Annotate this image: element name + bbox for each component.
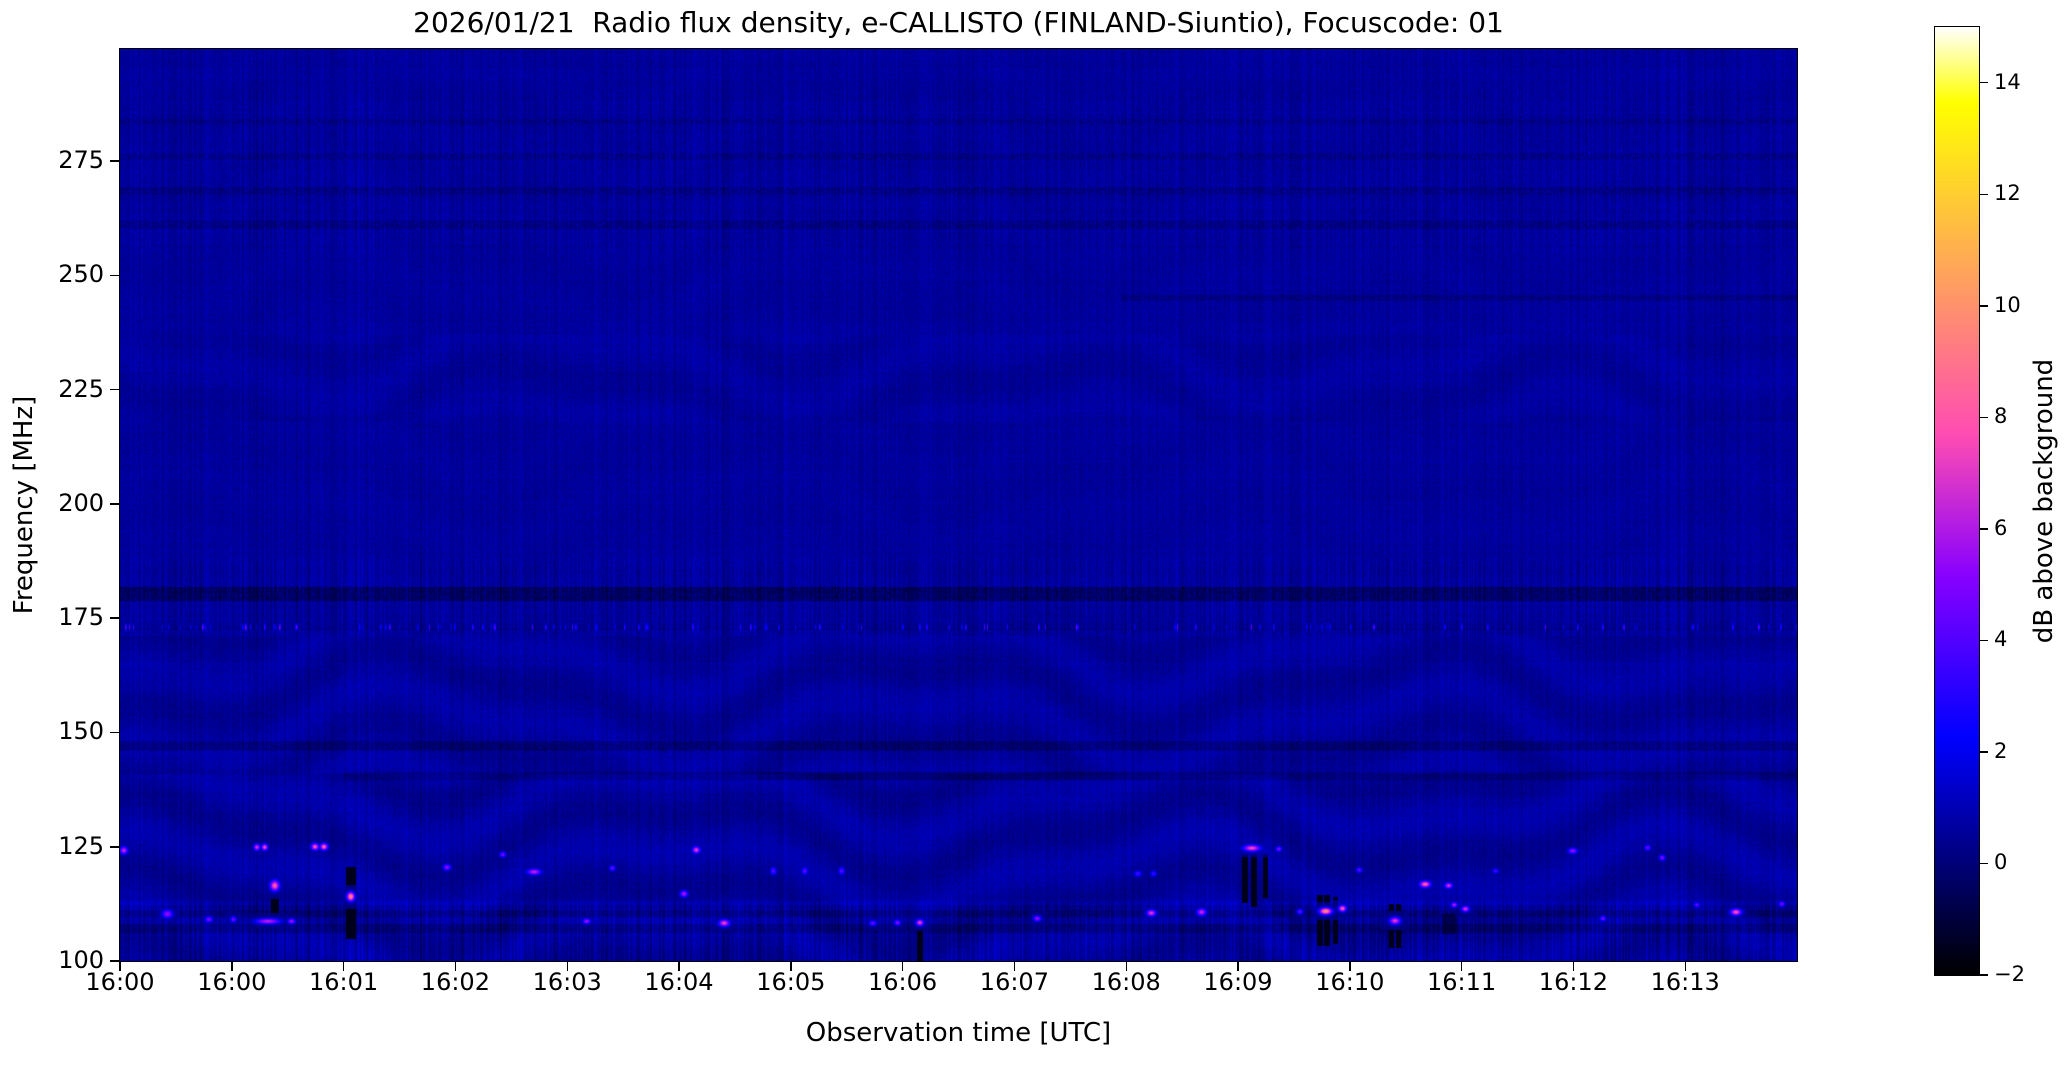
x-tick-mark xyxy=(901,961,904,971)
x-tick-mark xyxy=(566,961,568,971)
colorbar-tick-label: 12 xyxy=(1994,181,2021,206)
spectrogram-canvas xyxy=(120,49,1797,961)
colorbar-frame xyxy=(1934,26,1980,976)
y-tick-label: 100 xyxy=(58,946,104,974)
x-tick-mark xyxy=(1237,961,1239,971)
x-tick-mark xyxy=(678,961,680,971)
colorbar-tick-label: 0 xyxy=(1994,850,2008,875)
y-tick-label: 175 xyxy=(58,603,104,632)
x-tick-mark xyxy=(1013,961,1016,971)
x-tick-label: 16:11 xyxy=(1427,968,1497,996)
y-tick-mark xyxy=(110,617,120,619)
y-tick-mark xyxy=(110,503,120,505)
x-tick-mark xyxy=(1460,961,1463,971)
x-tick-label: 16:06 xyxy=(868,968,938,996)
colorbar-tick-label: −2 xyxy=(1994,962,2025,986)
y-tick-mark xyxy=(110,846,120,848)
y-tick-mark xyxy=(110,960,120,962)
y-tick-label: 275 xyxy=(58,146,104,174)
colorbar-tick-mark xyxy=(1980,862,1988,865)
x-tick-label: 16:03 xyxy=(532,968,602,996)
x-tick-label: 16:09 xyxy=(1203,968,1273,996)
x-tick-label: 16:01 xyxy=(309,968,379,996)
colorbar-tick-mark xyxy=(1980,82,1988,84)
colorbar-tick-label: 2 xyxy=(1994,738,2008,763)
colorbar-tick-mark xyxy=(1980,305,1988,307)
x-tick-label: 16:00 xyxy=(85,968,155,996)
x-tick-mark xyxy=(231,961,233,971)
y-tick-label: 250 xyxy=(58,260,104,289)
x-tick-label: 16:02 xyxy=(420,968,490,996)
x-tick-mark xyxy=(342,961,345,971)
colorbar-tick-mark xyxy=(1980,974,1988,976)
colorbar-tick-label: 8 xyxy=(1994,404,2008,429)
y-tick-label: 125 xyxy=(58,831,104,860)
x-tick-label: 16:13 xyxy=(1650,968,1720,996)
x-tick-mark xyxy=(1572,961,1575,971)
x-tick-label: 16:00 xyxy=(197,968,267,996)
colorbar-tick-label: 14 xyxy=(1994,69,2021,94)
x-axis-label: Observation time [UTC] xyxy=(805,1018,1112,1048)
x-tick-mark xyxy=(119,961,121,971)
x-tick-label: 16:05 xyxy=(756,968,826,996)
y-tick-mark xyxy=(110,160,120,162)
colorbar-tick-mark xyxy=(1980,193,1988,195)
colorbar-tick-mark xyxy=(1980,528,1988,530)
colorbar-tick-label: 10 xyxy=(1994,292,2021,317)
y-tick-label: 200 xyxy=(58,488,104,517)
x-tick-mark xyxy=(1125,961,1127,971)
colorbar-tick-mark xyxy=(1980,416,1988,419)
colorbar-tick-label: 4 xyxy=(1994,627,2008,652)
x-tick-label: 16:04 xyxy=(644,968,714,996)
x-tick-label: 16:08 xyxy=(1091,968,1161,996)
x-tick-label: 16:12 xyxy=(1538,968,1608,996)
colorbar-canvas xyxy=(1935,27,1979,975)
x-tick-mark xyxy=(790,961,792,971)
colorbar-label: dB above background xyxy=(2029,358,2059,644)
x-tick-mark xyxy=(454,961,457,971)
x-tick-mark xyxy=(1349,961,1351,971)
x-tick-mark xyxy=(1684,961,1686,971)
y-tick-mark xyxy=(110,388,120,391)
colorbar-tick-label: 6 xyxy=(1994,515,2008,540)
y-tick-mark xyxy=(110,731,120,734)
colorbar-tick-mark xyxy=(1980,639,1988,642)
colorbar-tick-mark xyxy=(1980,751,1988,753)
x-tick-label: 16:07 xyxy=(979,968,1049,996)
x-tick-label: 16:10 xyxy=(1315,968,1385,996)
y-tick-label: 150 xyxy=(58,717,104,746)
chart-title: 2026/01/21 Radio flux density, e-CALLIST… xyxy=(413,6,1504,39)
y-tick-label: 225 xyxy=(58,374,104,403)
y-tick-mark xyxy=(110,274,120,277)
plot-frame xyxy=(119,48,1798,962)
